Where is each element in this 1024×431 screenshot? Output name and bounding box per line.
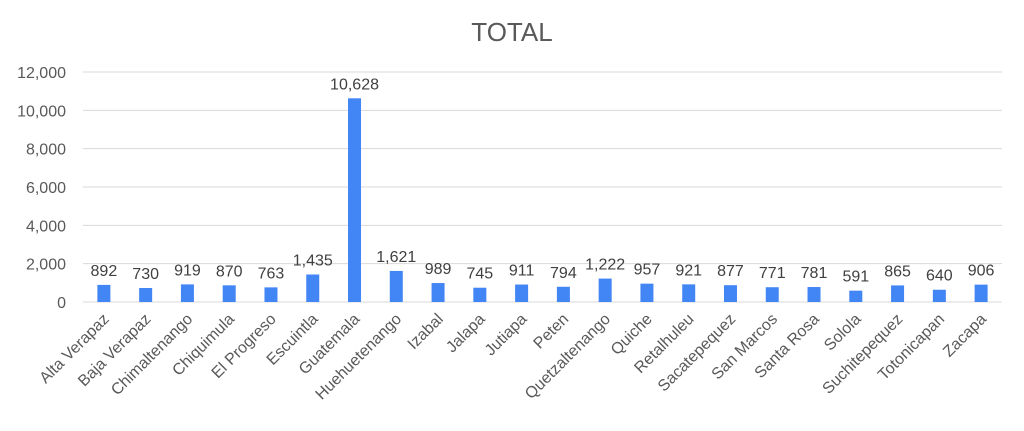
bar [974,284,988,302]
data-label: 1,621 [376,249,416,266]
data-label: 730 [132,266,159,283]
bar [264,287,278,302]
y-tick-label: 6,000 [26,180,66,197]
data-labels: 892 730 919 870 763 1,435 10,628 1,621 989 745 911… [91,76,995,285]
data-label: 892 [91,263,118,280]
data-label: 911 [509,263,535,280]
bar [598,278,612,302]
bar [515,284,529,302]
bar [473,287,487,302]
data-label: 906 [968,263,995,280]
data-label: 771 [759,265,786,282]
bar [180,284,194,302]
data-label: 745 [466,266,493,283]
data-label: 794 [550,265,577,282]
bar [431,283,445,302]
data-label: 640 [926,268,953,285]
data-label: 1,435 [293,252,333,269]
x-tick-label: Izabal [405,311,447,353]
y-tick-label: 4,000 [26,218,66,235]
data-label: 870 [216,263,243,280]
bar [139,288,153,302]
bar [723,285,737,302]
data-label: 921 [675,262,702,279]
x-tick-label: Jalapa [443,311,488,356]
data-label: 957 [634,262,661,279]
x-tick-label: Baja Verapaz [75,311,154,390]
y-tick-label: 0 [57,295,66,312]
data-label: 877 [717,263,744,280]
y-axis-ticks: 0 2,000 4,000 6,000 8,000 10,000 12,000 [17,65,66,312]
bar [556,286,570,302]
bar [389,270,403,302]
data-label: 865 [884,263,911,280]
data-label: 989 [425,261,452,278]
data-label: 919 [174,262,201,279]
y-tick-label: 10,000 [17,103,66,120]
data-label: 781 [801,265,828,282]
bar [97,284,111,302]
data-label: 1,222 [585,257,625,274]
bars [97,98,988,303]
bar [765,287,779,302]
bar [932,289,946,302]
x-tick-label: Jutiapa [482,311,531,360]
bar [849,290,863,302]
y-tick-label: 2,000 [26,257,66,274]
bar [306,274,320,302]
chart-title: TOTAL [471,17,552,47]
bar [807,287,821,302]
bar [348,98,362,303]
data-label: 10,628 [330,76,379,93]
x-tick-label: Zacapa [940,311,990,361]
bar [640,283,654,302]
bar [891,285,905,302]
gridlines [83,71,1002,303]
y-tick-label: 8,000 [26,142,66,159]
bar [222,285,236,302]
bar [682,284,696,302]
y-tick-label: 12,000 [17,65,66,82]
data-label: 591 [842,269,869,286]
data-label: 763 [258,265,285,282]
